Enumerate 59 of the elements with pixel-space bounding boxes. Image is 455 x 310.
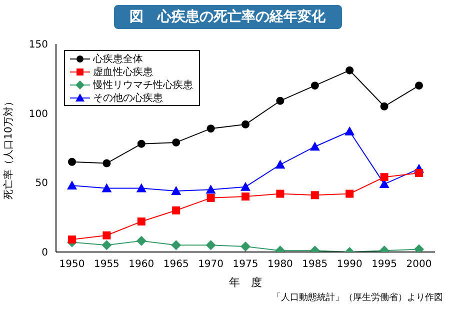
legend-label: 心疾患全体: [93, 52, 143, 66]
point: [136, 183, 146, 192]
x-tick-label: 1965: [163, 259, 189, 270]
y-tick-label: 150: [28, 40, 48, 51]
x-axis-title: 年 度: [229, 276, 262, 289]
x-tick-label: 1960: [128, 259, 154, 270]
y-axis-title: 死亡率（人口10万対）: [2, 96, 15, 200]
point: [206, 194, 215, 202]
point: [102, 183, 112, 192]
x-tick-label: 1980: [267, 259, 293, 270]
point: [276, 190, 284, 198]
point: [102, 159, 111, 168]
x-tick-label: 1975: [232, 259, 258, 270]
point: [68, 158, 76, 166]
x-tick-label: 1950: [59, 259, 85, 270]
x-tick-label: 2000: [406, 259, 432, 270]
point: [172, 206, 180, 214]
point: [242, 120, 250, 128]
point: [415, 168, 423, 177]
point: [206, 240, 216, 250]
legend-label: その他の心疾患: [93, 92, 163, 104]
point: [172, 138, 180, 146]
legend-label: 虚血性心疾患: [93, 66, 153, 78]
x-tick-label: 1990: [336, 259, 362, 270]
x-tick-label: 1985: [302, 259, 328, 270]
point: [206, 124, 215, 133]
point: [346, 190, 354, 198]
point: [171, 186, 182, 195]
point: [67, 180, 77, 190]
x-tick-label: 1995: [372, 259, 398, 270]
x-tick-label: 1970: [198, 259, 224, 270]
chart-title: 図 心疾患の死亡率の経年変化: [114, 5, 342, 29]
point: [276, 96, 284, 105]
y-tick-label: 50: [35, 178, 48, 190]
point: [102, 231, 111, 240]
point: [310, 82, 319, 90]
point: [206, 184, 216, 194]
y-tick-label: 100: [28, 108, 48, 120]
legend-label: 慢性リウマチ性心疾患: [93, 78, 193, 92]
y-tick-label: 0: [42, 248, 48, 259]
point: [136, 236, 146, 246]
text: 「人口動態統計」（厚生労働省）より作図: [272, 292, 443, 304]
point: [137, 140, 146, 148]
point: [380, 102, 388, 110]
point: [240, 241, 250, 252]
point: [275, 160, 286, 169]
point: [242, 192, 250, 201]
point: [171, 240, 182, 250]
point: [137, 217, 146, 226]
point: [310, 191, 319, 200]
point: [344, 126, 355, 136]
point: [346, 66, 354, 74]
point: [310, 142, 320, 151]
point: [415, 82, 423, 90]
x-tick-label: 1955: [94, 259, 120, 270]
point: [240, 182, 250, 191]
point: [380, 173, 388, 182]
point: [102, 240, 112, 250]
point: [68, 236, 76, 244]
